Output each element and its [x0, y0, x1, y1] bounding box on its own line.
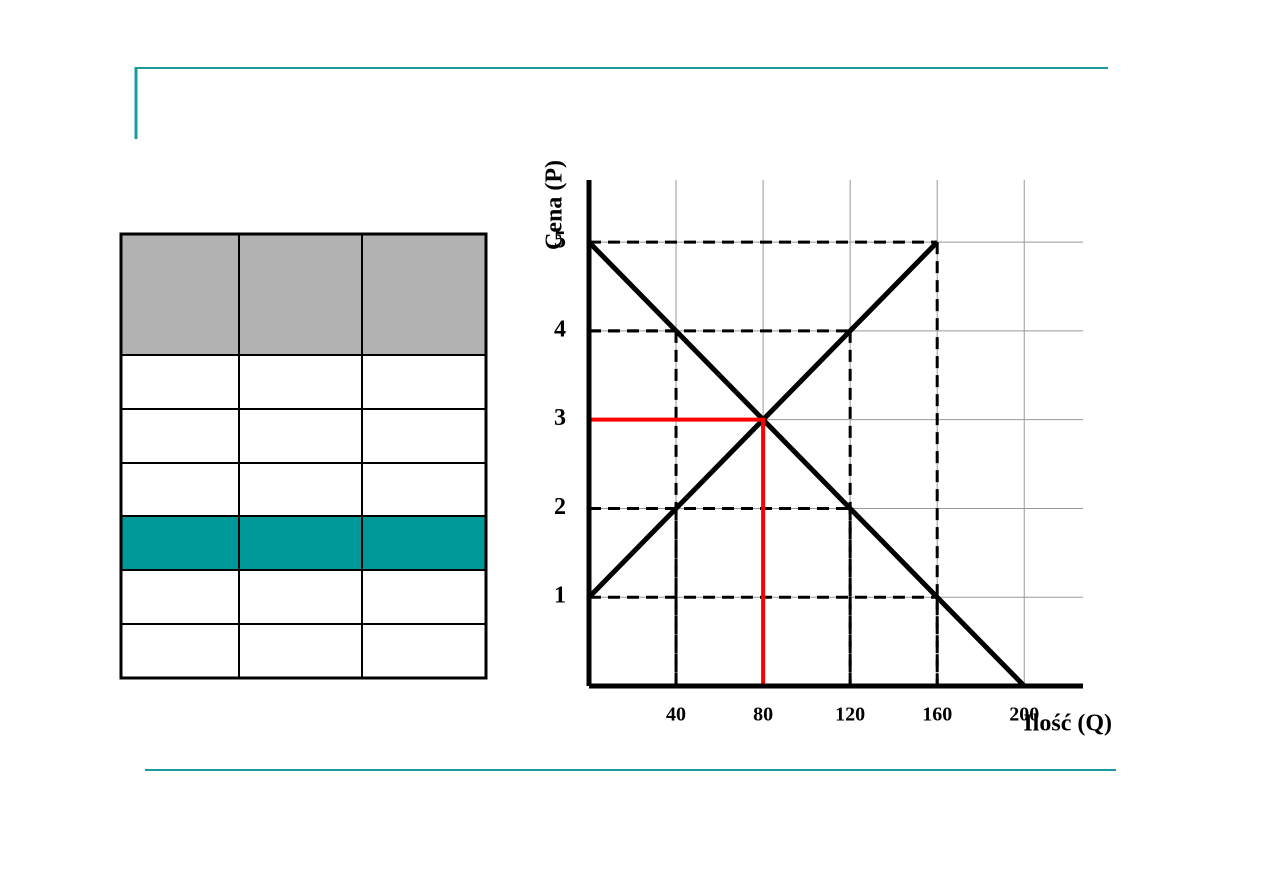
y-axis-label: Cena (P): [542, 160, 568, 250]
x-axis-label: Ilość (Q): [1023, 711, 1112, 737]
y-tick-label: 2: [554, 494, 566, 520]
y-tick-label: 5: [554, 228, 566, 254]
x-tick-label: 40: [666, 704, 686, 726]
table-highlight-row: [120, 515, 487, 571]
x-tick-label: 120: [835, 704, 865, 726]
y-tick-label: 4: [554, 316, 566, 342]
table-header: [120, 233, 487, 356]
table: [119, 232, 488, 680]
x-tick-label: 160: [922, 704, 952, 726]
table-border: [119, 232, 488, 680]
y-tick-label: 3: [554, 405, 566, 431]
series-line: [587, 240, 1027, 688]
equilibrium-line: [589, 417, 766, 686]
x-tick-label: 80: [753, 704, 773, 726]
x-tick-label: 200: [1009, 704, 1039, 726]
chart: 40 80 120 160 200 1 2 3 4 5 Ilość (Q) Cena (P): [542, 160, 1113, 737]
y-tick-label: 1: [554, 583, 566, 609]
